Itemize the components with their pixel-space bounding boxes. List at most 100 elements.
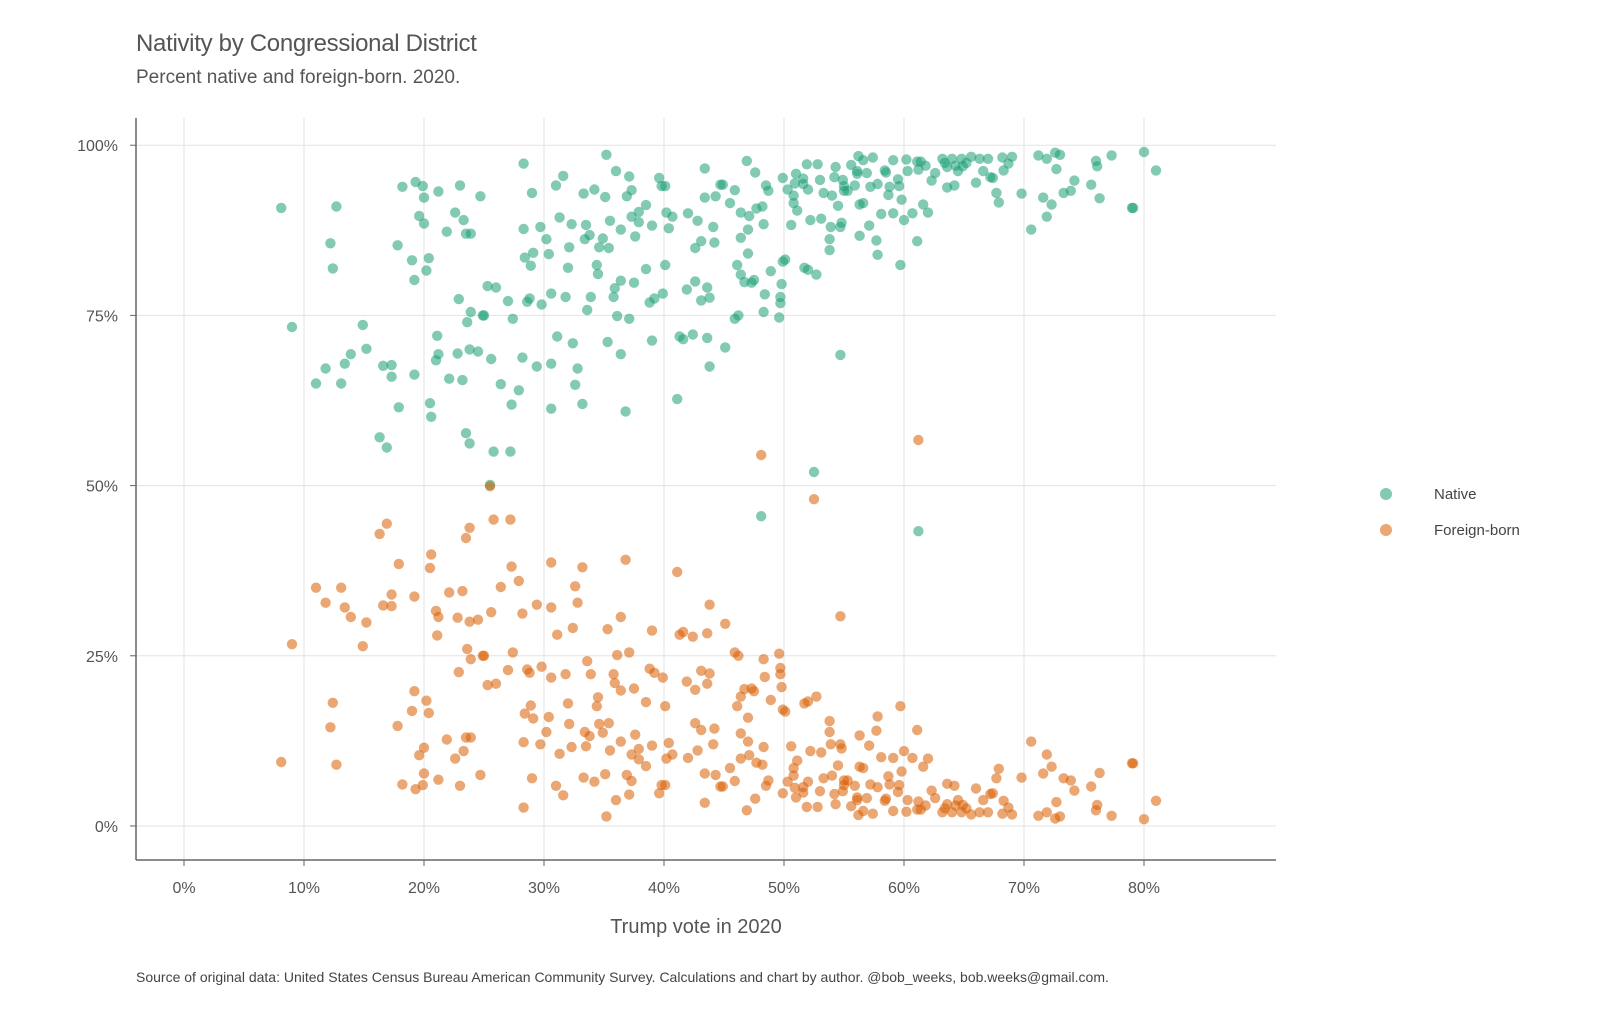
y-tick-label: 50%	[86, 479, 118, 496]
point-foreign-born	[414, 750, 425, 761]
point-foreign-born	[624, 647, 635, 658]
point-native	[418, 218, 430, 229]
point-native	[871, 235, 882, 246]
point-foreign-born	[457, 585, 468, 597]
point-native	[883, 189, 894, 201]
point-native	[829, 172, 840, 183]
point-foreign-born	[536, 661, 547, 672]
chart-title: Nativity by Congressional District	[136, 30, 477, 57]
point-foreign-born	[710, 769, 721, 781]
point-native	[742, 248, 754, 259]
point-native	[546, 288, 557, 299]
point-foreign-born	[704, 668, 715, 679]
point-foreign-born	[982, 807, 994, 818]
point-native	[816, 213, 827, 224]
point-foreign-born	[895, 701, 906, 712]
point-native	[702, 282, 713, 293]
point-foreign-born	[702, 628, 713, 639]
point-foreign-born	[646, 625, 658, 636]
point-native	[993, 197, 1004, 208]
point-native	[331, 201, 342, 212]
point-native	[517, 352, 528, 363]
point-native	[488, 446, 499, 457]
point-native	[444, 373, 455, 384]
point-foreign-born	[450, 753, 461, 764]
point-native	[615, 349, 626, 360]
point-foreign-born	[832, 760, 844, 771]
point-foreign-born	[792, 755, 803, 766]
point-native	[453, 293, 464, 305]
point-foreign-born	[970, 783, 982, 794]
point-foreign-born	[709, 723, 720, 734]
point-native	[710, 191, 721, 202]
point-foreign-born	[816, 747, 827, 758]
point-native	[454, 180, 466, 191]
legend: Native Foreign-born	[1380, 476, 1520, 548]
point-foreign-born	[880, 793, 892, 804]
point-native	[774, 312, 785, 323]
grid-lines	[136, 118, 1276, 860]
point-foreign-born	[742, 736, 754, 747]
point-native	[525, 260, 536, 271]
point-foreign-born	[580, 741, 592, 752]
point-native	[849, 180, 860, 191]
point-foreign-born	[426, 549, 437, 560]
point-native	[325, 238, 336, 249]
point-native	[898, 214, 910, 226]
point-foreign-born	[577, 562, 588, 573]
point-native	[864, 220, 875, 231]
point-native	[546, 403, 557, 414]
point-native	[880, 167, 892, 178]
point-native	[826, 190, 838, 201]
point-native	[386, 371, 397, 382]
point-native	[858, 197, 869, 209]
point-foreign-born	[776, 681, 787, 693]
point-native	[1065, 185, 1077, 196]
point-native	[888, 155, 899, 166]
point-native	[732, 259, 743, 271]
legend-item-foreign-born: Foreign-born	[1380, 512, 1520, 548]
point-native	[518, 158, 529, 169]
point-foreign-born	[464, 616, 475, 627]
point-native	[854, 230, 865, 241]
point-native	[585, 291, 596, 303]
point-foreign-born	[883, 771, 894, 782]
point-native	[733, 310, 744, 321]
point-foreign-born	[409, 591, 420, 602]
point-foreign-born	[918, 761, 929, 772]
point-native	[835, 349, 846, 361]
point-foreign-born	[1094, 767, 1105, 779]
point-native	[735, 232, 746, 243]
point-foreign-born	[811, 691, 822, 702]
point-foreign-born	[524, 667, 535, 678]
point-native	[528, 247, 539, 258]
point-foreign-born	[720, 618, 731, 629]
point-native	[286, 321, 298, 333]
point-native	[554, 212, 565, 223]
point-native	[592, 268, 604, 280]
point-native	[792, 205, 803, 216]
point-foreign-born	[517, 608, 528, 619]
point-foreign-born	[775, 669, 786, 680]
point-foreign-born	[835, 611, 846, 622]
point-foreign-born	[444, 587, 455, 598]
point-foreign-born	[699, 797, 710, 808]
point-foreign-born	[1041, 807, 1053, 818]
point-foreign-born	[518, 802, 529, 813]
point-foreign-born	[1069, 785, 1080, 796]
point-foreign-born	[765, 694, 776, 706]
point-foreign-born	[991, 773, 1002, 784]
point-native	[524, 293, 535, 304]
point-native	[513, 385, 524, 396]
point-foreign-born	[756, 449, 767, 461]
point-foreign-born	[758, 741, 769, 753]
point-native	[478, 310, 490, 321]
point-native	[777, 172, 788, 184]
point-foreign-born	[696, 724, 707, 736]
point-native	[345, 349, 356, 360]
point-foreign-born	[490, 678, 502, 689]
point-native	[922, 207, 934, 218]
point-foreign-born	[421, 695, 432, 706]
point-native	[578, 188, 589, 199]
x-tick-label: 10%	[288, 880, 320, 897]
